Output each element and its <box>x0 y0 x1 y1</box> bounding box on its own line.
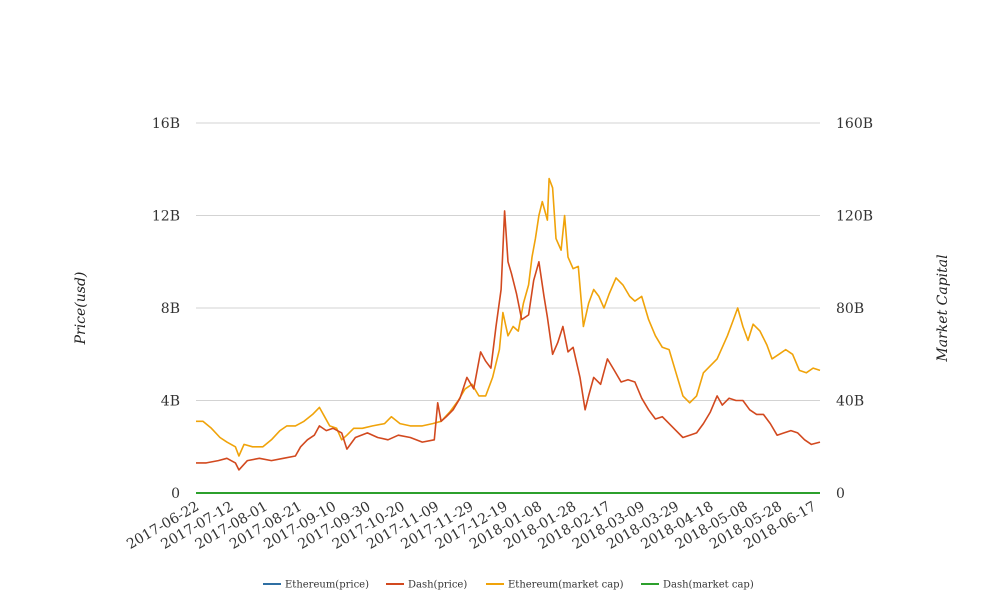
legend-item: Ethereum(market cap) <box>486 580 624 591</box>
y-left-tick-label: 0 <box>171 486 180 502</box>
y-right-tick-label: 160B <box>836 116 873 132</box>
y-right-tick-label: 40B <box>836 394 864 410</box>
y-left-tick-label: 16B <box>152 116 180 132</box>
y-right-tick-label: 80B <box>836 301 864 317</box>
y-right-tick-label: 120B <box>836 209 873 225</box>
legend: Ethereum(price) Dash(price) Ethereum(marke… <box>263 580 754 591</box>
legend-item: Ethereum(price) <box>263 580 369 591</box>
y-left-axis: 0 4B 8B 12B 16B <box>152 116 180 502</box>
y-right-axis-title: Market Capital <box>935 254 951 362</box>
y-left-axis-title: Price(usd) <box>73 272 89 346</box>
legend-label: Ethereum(price) <box>285 580 369 591</box>
y-left-tick-label: 12B <box>152 209 180 225</box>
legend-item: Dash(market cap) <box>641 580 754 591</box>
y-left-tick-label: 4B <box>161 394 180 410</box>
y-right-axis: 0 40B 80B 120B 160B <box>836 116 873 502</box>
series-line-ethereum-market-cap <box>196 177 821 457</box>
legend-label: Dash(price) <box>408 580 467 591</box>
y-right-tick-label: 0 <box>836 486 845 502</box>
legend-item: Dash(price) <box>386 580 467 591</box>
x-axis: 2017-06-222017-07-122017-08-012017-08-21… <box>124 499 819 553</box>
series-group <box>196 177 821 494</box>
y-left-tick-label: 8B <box>161 301 180 317</box>
series-line-dash-price <box>196 210 821 471</box>
legend-label: Dash(market cap) <box>663 580 754 591</box>
legend-label: Ethereum(market cap) <box>508 580 624 591</box>
